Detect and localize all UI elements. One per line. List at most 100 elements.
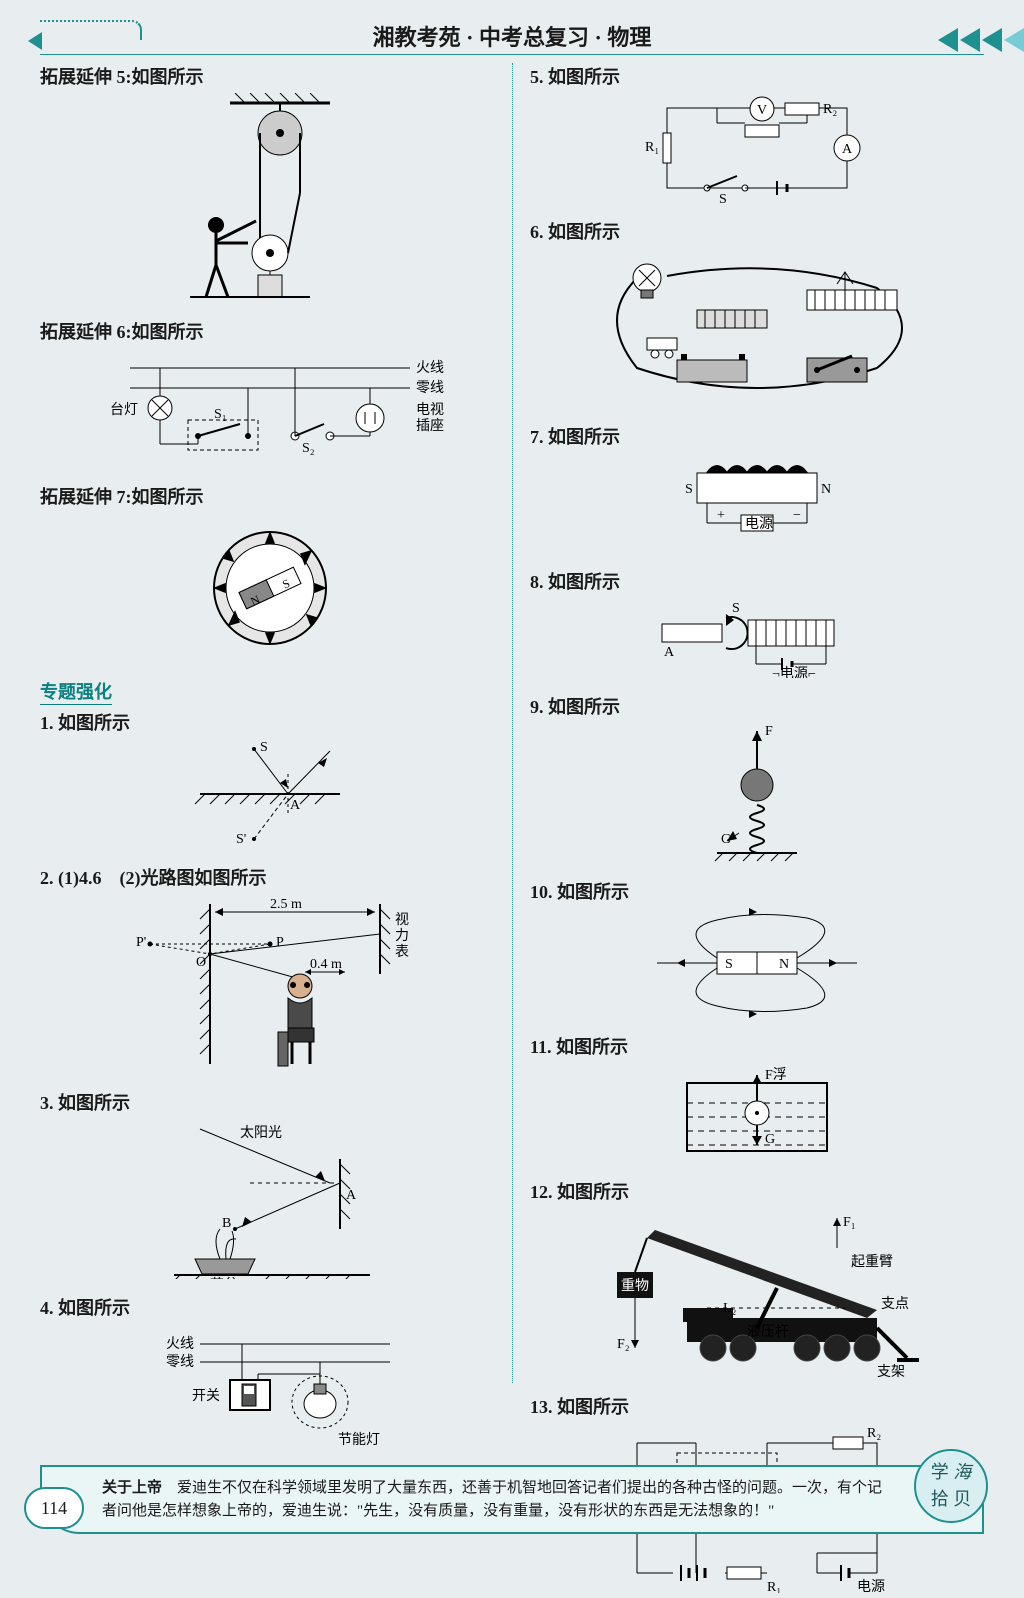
item-q9: 9. 如图所示 F G [530,693,984,868]
svg-text:电源: 电源 [857,1579,885,1593]
svg-text:S: S [732,601,740,616]
svg-text:P: P [276,935,284,950]
l-neutral: 零线 [416,380,444,396]
svg-text:起重臂: 起重臂 [851,1254,893,1270]
svg-text:插座: 插座 [416,418,444,434]
svg-text:电源: 电源 [745,516,773,532]
svg-text:S₂: S₂ [302,441,315,456]
item-q11: 11. 如图所示 F浮 G [530,1033,984,1168]
svg-text:S: S [725,957,733,972]
label-q12: 12. 如图所示 [530,1182,629,1202]
svg-text:O: O [196,955,206,970]
svg-text:F₁: F₁ [843,1215,856,1230]
badge-1: 学 [931,1462,949,1482]
svg-text:A: A [664,645,675,660]
left-column: 拓展延伸 5:如图所示 [40,63,512,1383]
fig-q9: F G [530,723,984,868]
svg-text:R₁: R₁ [767,1580,781,1593]
footer-body: 爱迪生不仅在科学领域里发明了大量东西，还善于机智地回答记者们提出的各种古怪的问题… [102,1480,882,1519]
badge-3: 拾 [931,1489,949,1509]
svg-text:G: G [765,1132,775,1147]
item-q2: 2. (1)4.6 (2)光路图如图所示 视力表 [40,864,500,1079]
svg-text:0.4 m: 0.4 m [310,957,342,972]
svg-text:S: S [719,192,727,203]
fig-q6 [530,248,984,413]
svg-text:支点: 支点 [881,1296,909,1312]
fig-q2: 视力表 2.5 m P P' O [40,894,500,1079]
svg-text:S': S' [236,832,246,847]
fig-q1: S A S' [40,739,500,854]
title-p1: 湘教考苑 [373,25,461,50]
svg-text:表: 表 [395,944,409,960]
fig-q7: SN 电源 +− [530,453,984,558]
item-q1: 1. 如图所示 S A S' [40,709,500,854]
svg-text:液压杆: 液压杆 [747,1324,789,1340]
svg-text:太阳光: 太阳光 [240,1125,282,1141]
label-q7: 7. 如图所示 [530,427,620,447]
fig-q10: SN [530,908,984,1023]
label-ext7: 拓展延伸 7:如图所示 [40,487,204,507]
label-ext6: 拓展延伸 6:如图所示 [40,322,204,342]
label-q6: 6. 如图所示 [530,222,620,242]
svg-text:S₁: S₁ [214,407,227,422]
footer-lead: 关于上帝 [102,1480,162,1496]
svg-text:节能灯: 节能灯 [338,1432,380,1448]
label-q1: 1. 如图所示 [40,713,130,733]
fig-q4: 火线零线 开关 节能灯 [40,1324,500,1459]
footer: 114 关于上帝 爱迪生不仅在科学领域里发明了大量东西，还善于机智地回答记者们提… [40,1465,984,1534]
svg-text:R₂: R₂ [867,1426,881,1441]
title-sep1: · [466,25,473,50]
svg-text:视: 视 [395,912,409,928]
item-q3: 3. 如图所示 太阳光 A B [40,1089,500,1284]
svg-text:N: N [821,482,831,497]
svg-text:花盆: 花盆 [210,1277,238,1279]
svg-text:重物: 重物 [621,1278,649,1294]
svg-text:−: − [793,508,801,523]
fig-q11: F浮 G [530,1063,984,1168]
badge-4: 贝 [953,1489,971,1509]
svg-text:F: F [765,724,773,739]
svg-text:力: 力 [395,928,409,944]
page-title: 湘教考苑 · 中考总复习 · 物理 [367,20,658,52]
header: 湘教考苑 · 中考总复习 · 物理 [40,20,984,55]
section-header: 专题强化 [40,678,500,709]
svg-text:S: S [260,740,268,755]
svg-text:P': P' [136,935,146,950]
svg-text:B: B [222,1216,231,1231]
fig-q12: 重物 F₁ 起重臂 支点 液压杆 L₂ F₂ 支架 [530,1208,984,1383]
badge-2: 海 [953,1462,971,1482]
label-q8: 8. 如图所示 [530,572,620,592]
item-q7: 7. 如图所示 SN 电源 +− [530,423,984,558]
label-q5: 5. 如图所示 [530,67,620,87]
label-q13: 13. 如图所示 [530,1397,629,1417]
fig-ext6: 火线 零线 S₁ 台灯 [40,348,500,473]
item-q6: 6. 如图所示 [530,218,984,413]
svg-text:F₂: F₂ [617,1337,630,1352]
label-q4: 4. 如图所示 [40,1298,130,1318]
item-q12: 12. 如图所示 重 [530,1178,984,1383]
svg-text:电视: 电视 [416,402,444,418]
title-p3: 物理 [607,25,651,50]
svg-text:V: V [757,103,767,118]
fig-q5: R₁ V R₂ A S [530,93,984,208]
svg-text:A: A [842,142,853,157]
svg-text:A: A [290,798,301,813]
svg-text:R₁: R₁ [645,140,659,155]
label-q2: 2. (1)4.6 (2)光路图如图所示 [40,868,266,888]
item-q4: 4. 如图所示 火线零线 开关 [40,1294,500,1459]
svg-text:R₂: R₂ [823,102,837,117]
footer-box: 114 关于上帝 爱迪生不仅在科学领域里发明了大量东西，还善于机智地回答记者们提… [40,1465,984,1534]
label-q10: 10. 如图所示 [530,882,629,902]
svg-text:F浮: F浮 [765,1067,787,1083]
svg-text:S: S [685,482,693,497]
svg-text:2.5 m: 2.5 m [270,897,302,912]
footer-badge: 学 海 拾 贝 [914,1449,988,1523]
svg-text:火线: 火线 [166,1336,194,1352]
svg-text:N: N [779,957,789,972]
svg-text:支架: 支架 [877,1364,905,1378]
page-number: 114 [24,1487,84,1529]
svg-text:开关: 开关 [192,1388,220,1404]
svg-text:¬电源⌐: ¬电源⌐ [772,666,816,678]
svg-text:零线: 零线 [166,1354,194,1370]
column-divider [512,63,513,1383]
